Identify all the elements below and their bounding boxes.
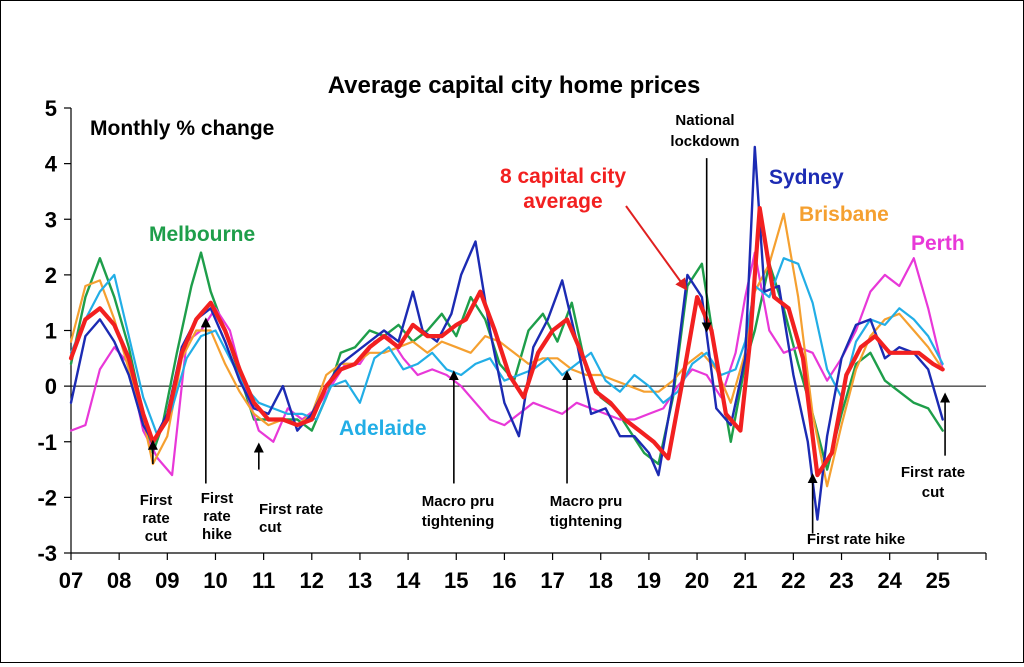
y-tick-label: 3	[45, 207, 57, 232]
annotation-text: cut	[922, 484, 945, 501]
chart-title: Average capital city home prices	[328, 72, 701, 99]
x-tick-label: 14	[396, 568, 421, 593]
x-tick-label: 24	[877, 568, 902, 593]
series-labels: Melbourne Sydney Brisbane Perth Adelaide 8 ca…	[149, 165, 965, 440]
annotation: First rate cut	[901, 392, 965, 501]
x-tick-label: 12	[300, 568, 324, 593]
y-tick-label: 1	[45, 319, 57, 344]
annotation-text: First	[140, 492, 173, 509]
x-tick-label: 25	[926, 568, 950, 593]
annotation-text: tightening	[422, 513, 494, 530]
x-tick-label: 18	[588, 568, 612, 593]
x-tick-label: 15	[444, 568, 468, 593]
series-label: Adelaide	[339, 417, 427, 440]
y-tick-label: -1	[37, 430, 57, 455]
x-tick-label: 21	[733, 568, 757, 593]
x-tick-label: 19	[637, 568, 661, 593]
annotation-text: First rate hike	[807, 531, 905, 548]
y-tick-label: -3	[37, 541, 57, 566]
chart-subtitle: Monthly % change	[90, 117, 274, 140]
x-tick-label: 20	[685, 568, 709, 593]
annotation-text: rate	[142, 510, 170, 527]
annotation-text: rate	[203, 508, 231, 525]
series-label: 8 capital city	[500, 165, 626, 188]
annotation-text: Macro pru	[422, 493, 495, 510]
annotation-text: tightening	[550, 513, 622, 530]
x-tick-label: 11	[252, 568, 275, 593]
annotation: First rate hike	[807, 473, 905, 548]
series-line-brisbane	[69, 212, 944, 488]
series-line-sydney	[69, 145, 944, 521]
x-tick-label: 16	[492, 568, 516, 593]
annotation: Macro pru tightening	[422, 370, 495, 530]
series-label: Brisbane	[799, 203, 889, 226]
series-label: Sydney	[769, 166, 844, 189]
annotation-text: Macro pru	[550, 493, 623, 510]
x-tick-label: 09	[155, 568, 179, 593]
y-tick-label: 2	[45, 263, 57, 288]
series-line-8-capital-city-average	[68, 206, 945, 478]
annotation: National lockdown	[670, 112, 740, 333]
y-tick-label: 4	[45, 152, 58, 177]
y-tick-label: 5	[45, 96, 57, 121]
y-tick-label: 0	[45, 374, 57, 399]
x-tick-label: 07	[59, 568, 83, 593]
series-line-melbourne	[69, 251, 944, 471]
series-label: Melbourne	[149, 223, 255, 246]
annotation-text: hike	[202, 526, 232, 543]
annotation-text: cut	[145, 528, 168, 545]
annotation-text: cut	[259, 519, 282, 536]
series-label: Perth	[911, 232, 965, 255]
x-tick-label: 10	[203, 568, 227, 593]
x-tick-label: 08	[107, 568, 131, 593]
x-tick-label: 22	[781, 568, 805, 593]
x-tick-label: 23	[829, 568, 853, 593]
annotation-text: lockdown	[670, 133, 739, 150]
y-tick-label: -2	[37, 485, 57, 510]
annotation: Macro pru tightening	[550, 370, 623, 530]
average-pointer-arrow	[625, 205, 688, 291]
annotation-text: First	[201, 490, 234, 507]
x-tick-label: 13	[348, 568, 372, 593]
annotation-text: First rate	[259, 501, 323, 518]
annotation-text: First rate	[901, 464, 965, 481]
x-tick-label: 17	[540, 568, 564, 593]
series-label: average	[523, 190, 602, 213]
series-lines	[68, 145, 945, 521]
annotation-text: National	[675, 112, 734, 129]
